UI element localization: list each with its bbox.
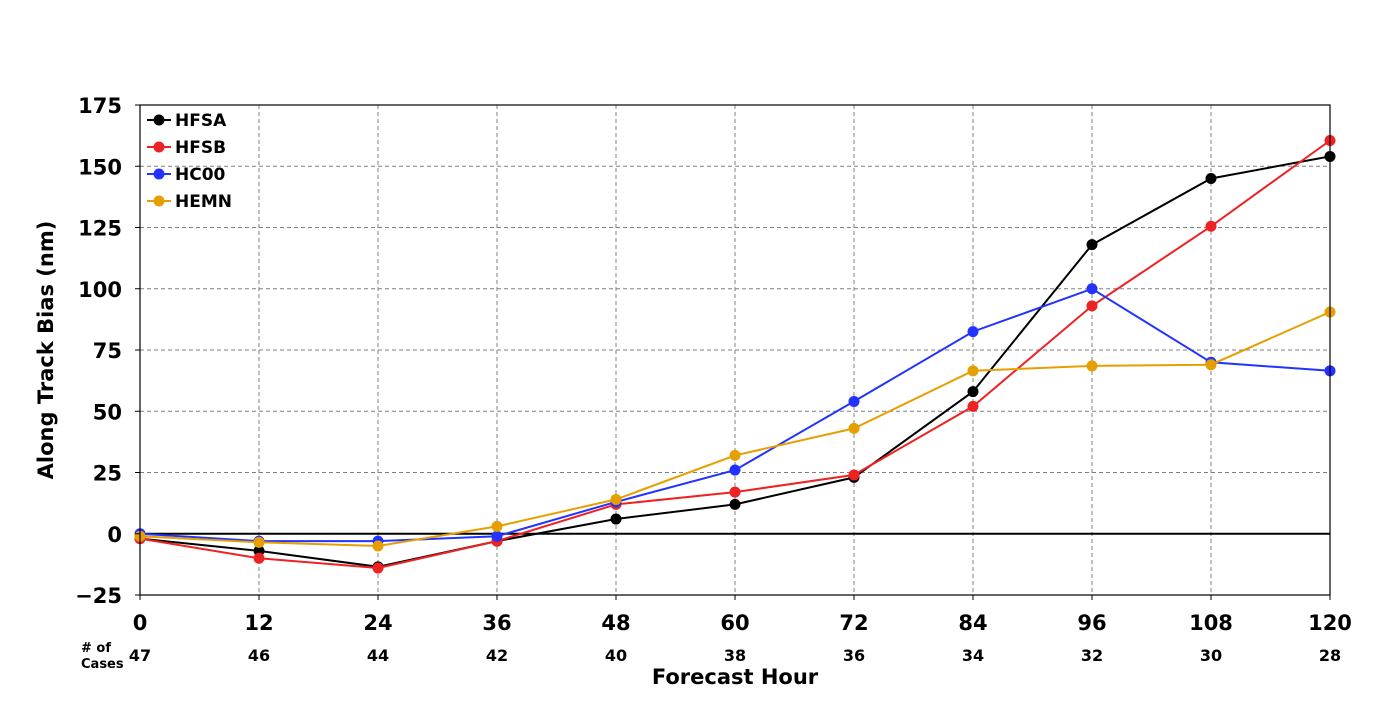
y-tick-labels: −25 0 25 50 75 100 125 150 175 [75, 94, 140, 608]
legend-label: HFSA [175, 111, 227, 131]
y-tick-label: 0 [107, 523, 122, 547]
legend-label: HC00 [175, 165, 226, 185]
x-tick-label: 108 [1189, 611, 1233, 635]
series-hfsa [134, 150, 1336, 573]
data-point-hemn [1205, 359, 1217, 371]
x-tick-label: 48 [601, 611, 630, 635]
data-point-hfsa [967, 386, 979, 398]
y-axis-label: Along Track Bias (nm) [34, 221, 58, 480]
data-point-hfsa [729, 498, 741, 510]
x-tick-labels: 0 12 24 36 48 60 72 84 96 108 120 [133, 595, 1352, 635]
data-point-hc00 [848, 395, 860, 407]
x-tick-label: 84 [958, 611, 987, 635]
data-point-hfsa [1086, 239, 1098, 251]
y-tick-label: 25 [93, 462, 122, 486]
case-count-labels: 47 46 44 42 40 38 36 34 32 30 28 [129, 646, 1341, 665]
x-tick-label: 36 [482, 611, 511, 635]
legend-label: HEMN [175, 192, 232, 212]
data-point-hc00 [729, 464, 741, 476]
legend-item-hc00: HC00 [147, 165, 226, 185]
legend-marker [153, 195, 165, 207]
data-point-hemn [253, 536, 265, 548]
data-point-hemn [491, 520, 503, 532]
data-point-hfsb [729, 486, 741, 498]
y-tick-label: 125 [78, 217, 122, 241]
y-tick-label: 50 [93, 400, 122, 424]
case-count: 38 [724, 646, 746, 665]
series-hemn [134, 306, 1336, 552]
x-tick-label: 72 [839, 611, 868, 635]
grid-lines [140, 105, 1330, 595]
data-point-hfsb [1205, 220, 1217, 232]
x-tick-label: 12 [244, 611, 273, 635]
legend-marker [153, 168, 165, 180]
data-point-hc00 [1086, 283, 1098, 295]
data-point-hemn [967, 365, 979, 377]
case-count: 46 [248, 646, 270, 665]
legend: HFSA HFSB HC00 HEMN [147, 111, 232, 212]
cases-header-line1: # of [81, 641, 111, 656]
x-tick-label: 96 [1077, 611, 1106, 635]
x-tick-label: 60 [720, 611, 749, 635]
series-layer [134, 135, 1336, 574]
case-count: 40 [605, 646, 627, 665]
data-point-hfsb [1086, 300, 1098, 312]
data-point-hc00 [491, 530, 503, 542]
case-count: 42 [486, 646, 508, 665]
data-point-hfsb [253, 552, 265, 564]
y-tick-label: 175 [78, 94, 122, 118]
data-point-hemn [610, 493, 622, 505]
x-tick-label: 120 [1308, 611, 1352, 635]
y-tick-label: 75 [93, 339, 122, 363]
case-count: 36 [843, 646, 865, 665]
cases-header-line2: Cases [81, 657, 124, 672]
data-point-hemn [729, 449, 741, 461]
x-tick-label: 0 [133, 611, 148, 635]
legend-item-hfsa: HFSA [147, 111, 227, 131]
case-count: 28 [1319, 646, 1341, 665]
y-tick-label: 100 [78, 278, 122, 302]
data-point-hemn [372, 540, 384, 552]
data-point-hc00 [967, 326, 979, 338]
data-point-hfsb [848, 469, 860, 481]
case-count: 32 [1081, 646, 1103, 665]
legend-label: HFSB [175, 138, 226, 158]
data-point-hemn [848, 422, 860, 434]
data-point-hfsb [967, 400, 979, 412]
legend-item-hemn: HEMN [147, 192, 232, 212]
legend-marker [153, 114, 165, 126]
case-count: 47 [129, 646, 151, 665]
case-count: 34 [962, 646, 984, 665]
x-tick-label: 24 [363, 611, 392, 635]
x-axis-label: Forecast Hour [652, 665, 819, 689]
data-point-hfsb [372, 562, 384, 574]
legend-item-hfsb: HFSB [147, 138, 226, 158]
y-tick-label: 150 [78, 155, 122, 179]
y-tick-label: −25 [75, 584, 122, 608]
case-count: 30 [1200, 646, 1222, 665]
series-hfsb [134, 135, 1336, 574]
legend-marker [153, 141, 165, 153]
data-point-hemn [1086, 360, 1098, 372]
case-count: 44 [367, 646, 389, 665]
data-point-hfsa [1205, 173, 1217, 184]
data-point-hfsa [610, 513, 622, 525]
